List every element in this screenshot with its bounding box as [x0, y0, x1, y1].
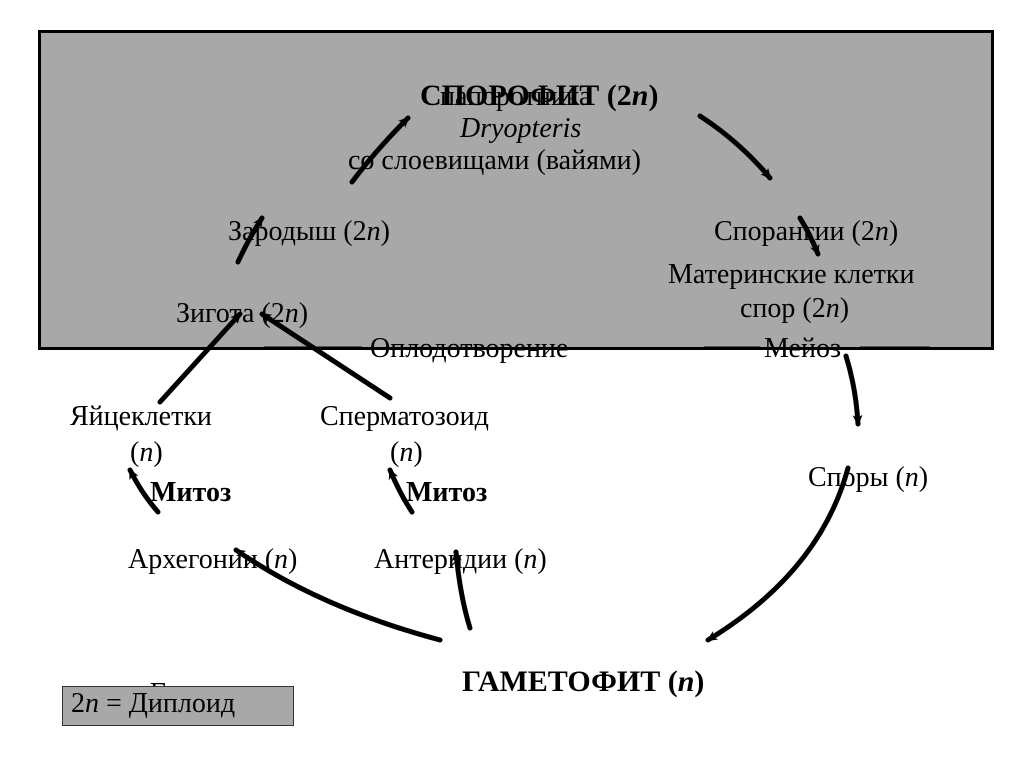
- mitosis-label-2: Митоз: [406, 478, 487, 509]
- sporophyte-sub1: папоротника: [440, 82, 591, 113]
- meiosis-label: Мейоз: [764, 334, 841, 365]
- diagram-canvas: СПОРОФИТ (2n) папоротника Dryopteris со …: [0, 0, 1024, 767]
- embryo-label: Зародыш (2n): [200, 186, 390, 278]
- arrow-mother-to-spores: [846, 356, 858, 424]
- mitosis-label-1: Митоз: [150, 478, 231, 509]
- fertilization-label: Оплодотворение: [370, 334, 568, 365]
- gametophyte-label: ГАМЕТОФИТ (n): [432, 632, 704, 731]
- egg-label-1: Яйцеклетки: [70, 402, 212, 433]
- zygote-label: Зигота (2n): [148, 268, 308, 360]
- archegonia-label: Архегонии (n): [100, 514, 297, 606]
- sporophyte-genus: Dryopteris: [460, 114, 581, 145]
- spores-label: Споры (n): [780, 432, 928, 524]
- sporophyte-sub3: со слоевищами (вайями): [348, 146, 641, 177]
- antheridia-label: Антеридии (n): [346, 514, 547, 606]
- mother-cells-label-1: Материнские клетки: [668, 260, 915, 291]
- sperm-label-2: (n): [390, 438, 423, 469]
- sperm-label-1: Сперматозоид: [320, 402, 489, 433]
- legend-diploid-box: 2n = Диплоид: [62, 686, 294, 726]
- mother-cells-label-2: спор (2n): [740, 294, 849, 325]
- egg-label-2: (n): [130, 438, 163, 469]
